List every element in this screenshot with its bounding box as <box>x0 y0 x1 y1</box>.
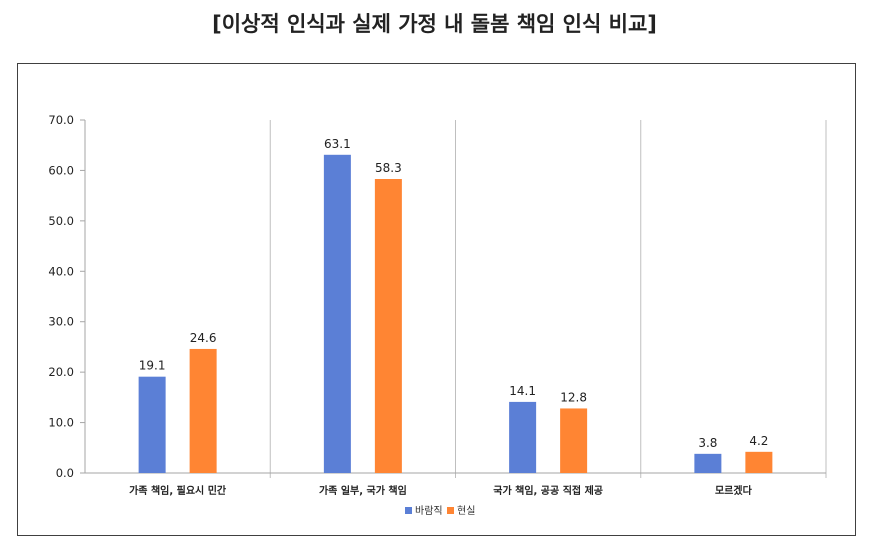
data-label: 63.1 <box>324 137 351 151</box>
x-category-label: 가족 일부, 국가 책임 <box>319 484 407 497</box>
y-tick-label: 40.0 <box>48 264 74 278</box>
bar-desired <box>509 401 537 473</box>
data-label: 12.8 <box>560 390 587 404</box>
bar-actual <box>374 179 402 473</box>
bar-desired <box>694 453 722 473</box>
data-label: 58.3 <box>375 161 402 175</box>
y-tick-label: 50.0 <box>48 214 74 228</box>
legend-swatch <box>405 507 412 514</box>
bar-desired <box>323 154 351 473</box>
y-tick-label: 60.0 <box>48 163 74 177</box>
data-label: 3.8 <box>698 436 717 450</box>
y-tick-label: 20.0 <box>48 365 74 379</box>
bar-desired <box>138 376 166 473</box>
bar-actual <box>745 451 773 473</box>
y-tick-label: 10.0 <box>48 416 74 430</box>
chart-title: [이상적 인식과 실제 가정 내 돌봄 책임 인식 비교] <box>212 12 657 36</box>
legend-swatch <box>447 507 454 514</box>
legend-label: 현실 <box>457 505 475 517</box>
data-label: 19.1 <box>139 359 166 373</box>
data-label: 14.1 <box>509 384 536 398</box>
data-label: 4.2 <box>749 434 768 448</box>
x-category-label: 국가 책임, 공공 직접 제공 <box>493 484 603 497</box>
bar-actual <box>560 408 588 473</box>
x-category-label: 모르겠다 <box>715 484 753 497</box>
x-category-label: 가족 책임, 필요시 민간 <box>129 484 227 497</box>
y-tick-label: 0.0 <box>56 466 74 480</box>
y-tick-label: 70.0 <box>48 113 74 127</box>
legend-label: 바람직 <box>415 504 443 517</box>
y-tick-label: 30.0 <box>48 315 74 329</box>
bar-actual <box>189 348 217 473</box>
data-label: 24.6 <box>190 331 217 345</box>
